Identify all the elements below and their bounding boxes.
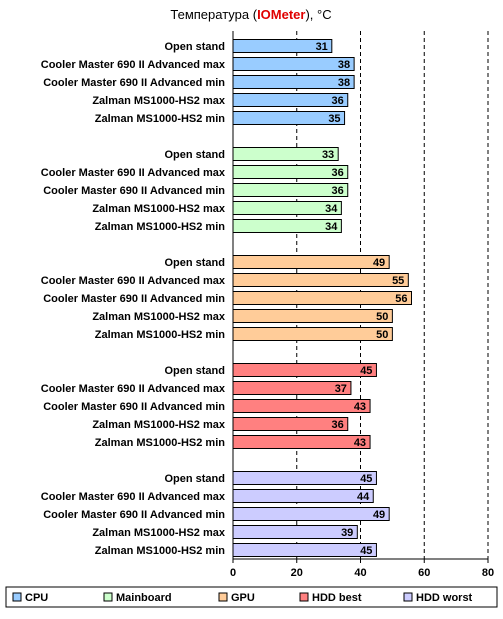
chart-title-prefix: Температура ( <box>170 7 257 22</box>
x-tick-label-60: 60 <box>418 567 430 579</box>
legend-swatch-mainboard <box>103 592 113 602</box>
legend-label-mainboard: Mainboard <box>116 592 172 604</box>
category-label-cpu-5: Zalman MS1000-HS2 min <box>95 113 225 125</box>
data-label-hdd-worst-2: 44 <box>357 491 370 503</box>
category-label-gpu-1: Open stand <box>164 257 225 269</box>
legend-swatch-gpu <box>218 592 228 602</box>
chart-title: Температура (IOMeter), °C <box>170 7 331 22</box>
category-label-hdd-worst-3: Cooler Master 690 II Advanced min <box>43 509 225 521</box>
bar-gpu-3 <box>232 291 412 305</box>
category-label-mainboard-2: Cooler Master 690 II Advanced max <box>41 167 226 179</box>
data-label-hdd-worst-3: 49 <box>373 509 385 521</box>
bar-hdd-worst-1 <box>232 471 377 485</box>
category-label-gpu-3: Cooler Master 690 II Advanced min <box>43 293 225 305</box>
category-label-cpu-1: Open stand <box>164 41 225 53</box>
x-tick-label-40: 40 <box>354 567 366 579</box>
data-label-gpu-1: 49 <box>373 257 385 269</box>
data-label-cpu-3: 38 <box>338 77 350 89</box>
data-label-mainboard-1: 33 <box>322 149 334 161</box>
data-label-gpu-5: 50 <box>376 329 388 341</box>
bar-hdd-best-5 <box>232 435 371 449</box>
data-label-cpu-2: 38 <box>338 59 350 71</box>
data-label-mainboard-5: 34 <box>325 221 338 233</box>
category-label-hdd-best-5: Zalman MS1000-HS2 min <box>95 437 225 449</box>
category-label-mainboard-4: Zalman MS1000-HS2 max <box>92 203 226 215</box>
data-label-hdd-worst-1: 45 <box>360 473 372 485</box>
x-tick-label-80: 80 <box>482 567 494 579</box>
legend-label-cpu: CPU <box>25 592 48 604</box>
data-label-mainboard-2: 36 <box>332 167 344 179</box>
category-label-cpu-4: Zalman MS1000-HS2 max <box>92 95 226 107</box>
data-label-mainboard-4: 34 <box>325 203 338 215</box>
category-label-mainboard-5: Zalman MS1000-HS2 min <box>95 221 225 233</box>
bar-cpu-3 <box>232 75 355 89</box>
category-label-hdd-best-1: Open stand <box>164 365 225 377</box>
category-label-gpu-5: Zalman MS1000-HS2 min <box>95 329 225 341</box>
data-label-hdd-worst-5: 45 <box>360 545 372 557</box>
category-label-hdd-worst-4: Zalman MS1000-HS2 max <box>92 527 226 539</box>
legend-label-hdd-best: HDD best <box>312 592 362 604</box>
data-label-hdd-best-1: 45 <box>360 365 372 377</box>
bar-hdd-worst-4 <box>232 525 358 539</box>
category-label-hdd-best-4: Zalman MS1000-HS2 max <box>92 419 226 431</box>
category-label-mainboard-1: Open stand <box>164 149 225 161</box>
data-label-hdd-worst-4: 39 <box>341 527 353 539</box>
category-label-hdd-worst-5: Zalman MS1000-HS2 min <box>95 545 225 557</box>
category-label-cpu-2: Cooler Master 690 II Advanced max <box>41 59 226 71</box>
data-label-cpu-4: 36 <box>332 95 344 107</box>
bar-hdd-worst-3 <box>232 507 390 521</box>
category-label-cpu-3: Cooler Master 690 II Advanced min <box>43 77 225 89</box>
legend-swatch-hdd-worst <box>403 592 413 602</box>
category-label-mainboard-3: Cooler Master 690 II Advanced min <box>43 185 225 197</box>
data-label-gpu-3: 56 <box>395 293 407 305</box>
category-label-gpu-2: Cooler Master 690 II Advanced max <box>41 275 226 287</box>
chart-title-accent: IOMeter <box>257 7 305 22</box>
bar-gpu-4 <box>232 309 393 323</box>
category-label-hdd-worst-2: Cooler Master 690 II Advanced max <box>41 491 226 503</box>
category-label-hdd-best-3: Cooler Master 690 II Advanced min <box>43 401 225 413</box>
bar-hdd-worst-5 <box>232 543 377 557</box>
data-label-hdd-best-2: 37 <box>335 383 347 395</box>
category-label-hdd-best-2: Cooler Master 690 II Advanced max <box>41 383 226 395</box>
category-label-gpu-4: Zalman MS1000-HS2 max <box>92 311 226 323</box>
x-tick-label-20: 20 <box>291 567 303 579</box>
data-label-hdd-best-4: 36 <box>332 419 344 431</box>
bar-gpu-5 <box>232 327 393 341</box>
legend-box <box>5 586 498 608</box>
data-label-hdd-best-5: 43 <box>354 437 366 449</box>
bar-hdd-best-1 <box>232 363 377 377</box>
legend-swatch-hdd-best <box>299 592 309 602</box>
legend-swatch-cpu <box>12 592 22 602</box>
bar-cpu-2 <box>232 57 355 71</box>
x-tick-label-0: 0 <box>230 567 236 579</box>
data-label-cpu-5: 35 <box>328 113 340 125</box>
data-label-gpu-2: 55 <box>392 275 404 287</box>
bar-hdd-best-2 <box>232 381 352 395</box>
data-label-gpu-4: 50 <box>376 311 388 323</box>
data-label-hdd-best-3: 43 <box>354 401 366 413</box>
bar-hdd-best-3 <box>232 399 371 413</box>
legend-label-hdd-worst: HDD worst <box>416 592 473 604</box>
data-label-mainboard-3: 36 <box>332 185 344 197</box>
data-label-cpu-1: 31 <box>316 41 328 53</box>
bar-gpu-1 <box>232 255 390 269</box>
chart-title-suffix: ), °C <box>305 7 331 22</box>
bar-hdd-worst-2 <box>232 489 374 503</box>
legend-label-gpu: GPU <box>231 592 255 604</box>
category-label-hdd-worst-1: Open stand <box>164 473 225 485</box>
bar-gpu-2 <box>232 273 409 287</box>
